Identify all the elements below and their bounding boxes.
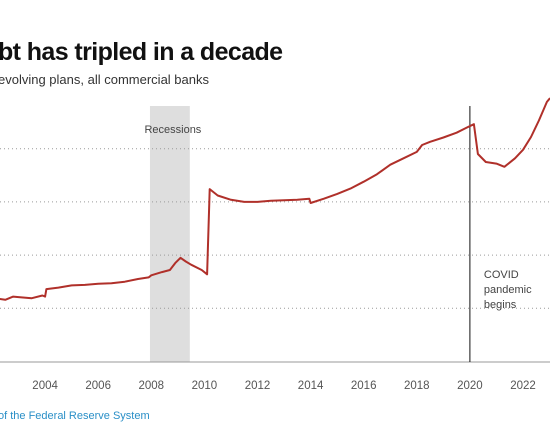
source-credit[interactable]: of the Federal Reserve System [0,410,150,422]
x-tick-label: 2022 [510,380,536,392]
recession-label: Recessions [144,124,201,136]
x-tick-label: 2008 [139,380,165,392]
x-tick-label: 2014 [298,380,324,392]
x-tick-label: 2016 [351,380,377,392]
x-tick-label: 2006 [85,380,111,392]
event-label-line: pandemic [484,284,532,296]
series-line [0,97,550,301]
x-tick-label: 2020 [457,380,483,392]
x-tick-label: 2012 [245,380,271,392]
chart-subtitle: evolving plans, all commercial banks [0,72,209,87]
event-label-line: COVID [484,269,519,281]
x-tick-label: 2004 [32,380,58,392]
event-label: COVID pandemic begins [484,269,532,311]
event-label-line: begins [484,299,517,311]
x-tick-label: 2018 [404,380,430,392]
recession-band [149,106,190,362]
x-tick-label: 2010 [192,380,218,392]
chart-title: bt has tripled in a decade [0,38,283,66]
